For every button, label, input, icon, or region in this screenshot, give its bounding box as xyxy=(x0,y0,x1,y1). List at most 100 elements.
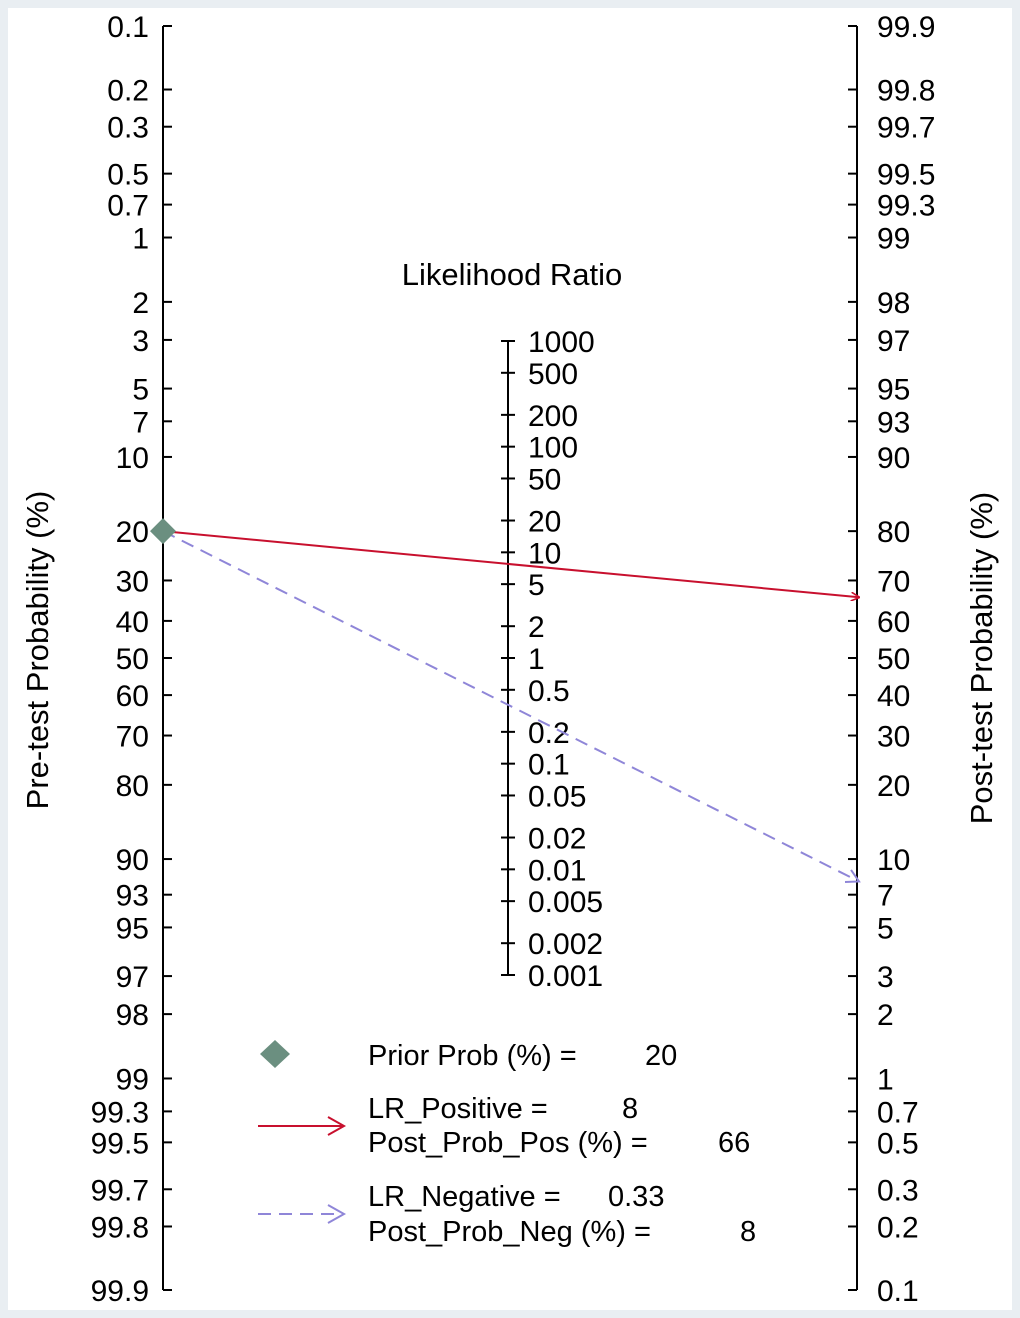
posttest-tick-label: 0.3 xyxy=(877,1174,919,1207)
legend-lr-neg-label: LR_Negative = xyxy=(368,1181,561,1213)
legend-lr-pos-value: 8 xyxy=(622,1093,638,1125)
legend-prior-marker xyxy=(260,1040,290,1068)
pretest-tick-label: 20 xyxy=(116,516,149,549)
negative-lr-line xyxy=(162,530,860,883)
legend-post-neg-label: Post_Prob_Neg (%) = xyxy=(368,1216,651,1248)
pretest-tick-label: 0.5 xyxy=(107,159,149,192)
lr-axis-title: Likelihood Ratio xyxy=(402,257,623,292)
lr-tick-label: 500 xyxy=(528,358,578,391)
legend-lr-neg-value: 0.33 xyxy=(608,1181,664,1213)
pretest-tick-label: 99.3 xyxy=(91,1096,149,1129)
pretest-tick-label: 93 xyxy=(116,880,149,913)
lr-tick-label: 0.002 xyxy=(528,928,603,961)
posttest-tick-label: 50 xyxy=(877,643,910,676)
lr-tick-label: 1 xyxy=(528,643,545,676)
pretest-tick-label: 99.9 xyxy=(91,1275,149,1308)
posttest-tick-label: 90 xyxy=(877,442,910,475)
pretest-tick-label: 50 xyxy=(116,643,149,676)
pretest-tick-label: 0.1 xyxy=(107,11,149,44)
legend-post-pos-label: Post_Prob_Pos (%) = xyxy=(368,1127,648,1159)
posttest-tick-label: 99.9 xyxy=(877,11,935,44)
posttest-tick-label: 1 xyxy=(877,1063,894,1096)
posttest-tick-label: 0.2 xyxy=(877,1211,919,1244)
lr-tick-label: 0.01 xyxy=(528,854,586,887)
pretest-tick-label: 0.7 xyxy=(107,190,149,223)
pretest-tick-label: 98 xyxy=(116,999,149,1032)
posttest-tick-label: 97 xyxy=(877,325,910,358)
pretest-tick-label: 3 xyxy=(132,325,149,358)
pretest-tick-label: 99.8 xyxy=(91,1211,149,1244)
lr-tick-label: 1000 xyxy=(528,326,595,359)
posttest-tick-label: 30 xyxy=(877,721,910,754)
pretest-axis-title: Pre-test Probability (%) xyxy=(20,491,55,810)
pretest-tick-label: 99.7 xyxy=(91,1174,149,1207)
legend-post-pos-value: 66 xyxy=(718,1127,750,1159)
lr-tick-label: 0.005 xyxy=(528,886,603,919)
lr-axis: 10005002001005020105210.50.20.10.050.020… xyxy=(501,326,603,993)
legend: Prior Prob (%) = 20 LR_Positive = 8 Post… xyxy=(258,1040,756,1248)
posttest-tick-label: 99.3 xyxy=(877,190,935,223)
pretest-tick-label: 0.2 xyxy=(107,75,149,108)
pretest-tick-label: 5 xyxy=(132,374,149,407)
posttest-axis: 99.999.899.799.599.399989795939080706050… xyxy=(848,11,935,1308)
posttest-tick-label: 40 xyxy=(877,680,910,713)
legend-positive-arrowhead xyxy=(327,1116,347,1136)
pretest-tick-label: 40 xyxy=(116,606,149,639)
lr-tick-label: 10 xyxy=(528,537,561,570)
pretest-tick-label: 99.5 xyxy=(91,1127,149,1160)
prior-prob-marker xyxy=(150,518,176,545)
posttest-tick-label: 99.5 xyxy=(877,159,935,192)
posttest-tick-label: 99 xyxy=(877,223,910,256)
pretest-tick-label: 2 xyxy=(132,287,149,320)
posttest-tick-label: 98 xyxy=(877,287,910,320)
posttest-tick-label: 95 xyxy=(877,374,910,407)
posttest-tick-label: 60 xyxy=(877,606,910,639)
posttest-tick-label: 10 xyxy=(877,844,910,877)
legend-prior-value: 20 xyxy=(645,1040,677,1072)
pretest-tick-label: 90 xyxy=(116,844,149,877)
posttest-tick-label: 5 xyxy=(877,912,894,945)
lr-tick-label: 2 xyxy=(528,611,545,644)
legend-prior-label: Prior Prob (%) = xyxy=(368,1040,577,1072)
posttest-tick-label: 99.8 xyxy=(877,75,935,108)
pretest-tick-label: 80 xyxy=(116,770,149,803)
posttest-tick-label: 0.5 xyxy=(877,1127,919,1160)
posttest-tick-label: 3 xyxy=(877,961,894,994)
pretest-tick-label: 97 xyxy=(116,961,149,994)
pretest-tick-label: 7 xyxy=(132,406,149,439)
posttest-tick-label: 80 xyxy=(877,516,910,549)
lr-tick-label: 100 xyxy=(528,432,578,465)
pretest-tick-label: 95 xyxy=(116,912,149,945)
posttest-tick-label: 93 xyxy=(877,406,910,439)
pretest-tick-label: 30 xyxy=(116,565,149,598)
lr-tick-label: 0.5 xyxy=(528,675,570,708)
lr-tick-label: 0.001 xyxy=(528,960,603,993)
legend-negative-arrowhead xyxy=(327,1204,347,1224)
positive-lr-line xyxy=(162,530,859,597)
pretest-tick-label: 99 xyxy=(116,1063,149,1096)
posttest-axis-title: Post-test Probability (%) xyxy=(964,492,999,825)
posttest-tick-label: 0.1 xyxy=(877,1275,919,1308)
pretest-tick-label: 60 xyxy=(116,680,149,713)
legend-post-neg-value: 8 xyxy=(740,1216,756,1248)
lr-tick-label: 0.1 xyxy=(528,749,570,782)
pretest-tick-label: 1 xyxy=(132,223,149,256)
posttest-tick-label: 99.7 xyxy=(877,112,935,145)
posttest-tick-label: 20 xyxy=(877,770,910,803)
pretest-tick-label: 10 xyxy=(116,442,149,475)
lr-tick-label: 20 xyxy=(528,506,561,539)
probability-lines xyxy=(162,530,861,883)
prior-marker-group xyxy=(150,518,176,545)
posttest-tick-label: 2 xyxy=(877,999,894,1032)
lr-tick-label: 5 xyxy=(528,569,545,602)
lr-tick-label: 0.02 xyxy=(528,823,586,856)
posttest-tick-label: 7 xyxy=(877,880,894,913)
legend-lr-pos-label: LR_Positive = xyxy=(368,1093,548,1125)
pretest-tick-label: 70 xyxy=(116,721,149,754)
lr-tick-label: 200 xyxy=(528,400,578,433)
posttest-tick-label: 70 xyxy=(877,565,910,598)
pretest-tick-label: 0.3 xyxy=(107,112,149,145)
negative-lr-arrowhead xyxy=(844,869,861,883)
